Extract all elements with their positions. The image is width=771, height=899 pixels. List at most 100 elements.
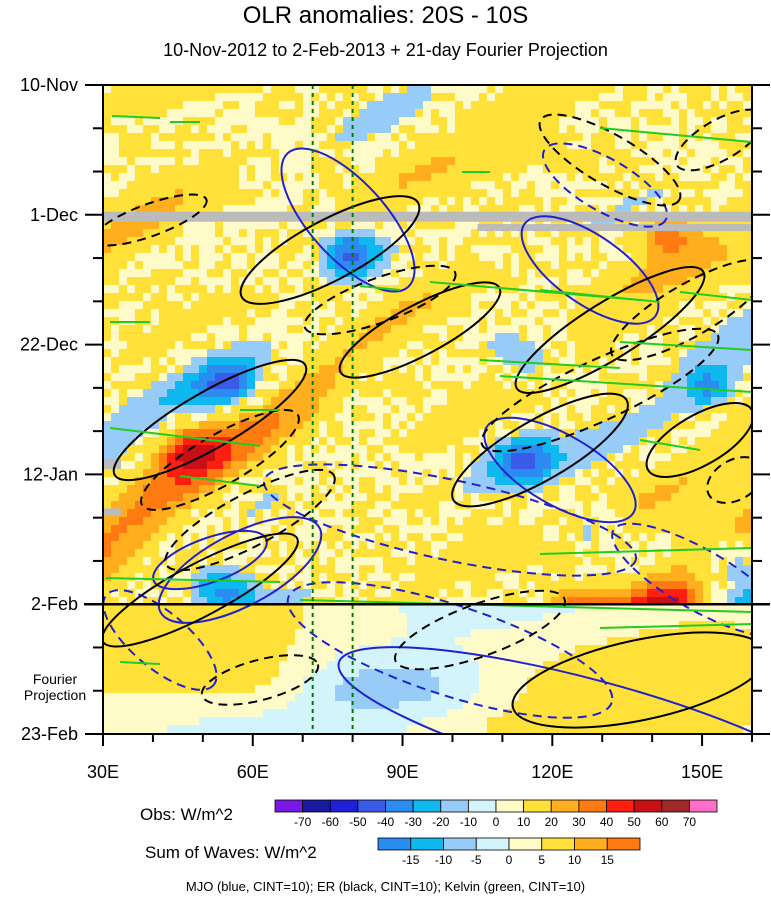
obs-colorbar-swatch <box>385 799 414 813</box>
er-contour <box>239 195 421 305</box>
obs-colorbar-swatch <box>274 799 304 813</box>
obs-colorbar-swatch <box>412 799 442 813</box>
obs-colorbar-swatch <box>357 799 386 813</box>
er-contour <box>112 358 308 482</box>
waves-colorbar-tick: -10 <box>435 853 453 867</box>
y-tick-label: 22-Dec <box>20 335 78 355</box>
kelvin-contour <box>479 359 621 369</box>
obs-colorbar-tick: 30 <box>572 815 586 829</box>
er-contour <box>674 108 752 172</box>
obs-colorbar-tick: 70 <box>683 815 697 829</box>
x-tick-label: 120E <box>531 762 573 782</box>
obs-colorbar-swatch <box>606 799 635 813</box>
mjo-contour <box>103 589 218 691</box>
contour-legend: MJO (blue, CINT=10); ER (black, CINT=10)… <box>185 879 586 894</box>
waves-colorbar-tick: 5 <box>538 853 545 867</box>
kelvin-contour <box>679 291 752 301</box>
x-tick-label: 150E <box>681 762 723 782</box>
obs-colorbar-tick: 0 <box>493 815 500 829</box>
obs-colorbar-tick: 40 <box>600 815 614 829</box>
plot-border <box>102 84 753 735</box>
wave-contours <box>103 85 752 734</box>
obs-colorbar-tick: -30 <box>404 815 422 829</box>
mjo-contour <box>280 147 416 293</box>
er-contour <box>480 327 720 453</box>
y-tick-label: 12-Jan <box>23 464 78 484</box>
obs-colorbar-tick: 60 <box>655 815 669 829</box>
waves-colorbar-tick: -5 <box>471 853 482 867</box>
waves-colorbar-tick: 0 <box>506 853 513 867</box>
y-tick-label: 1-Dec <box>30 205 78 225</box>
waves-colorbar-tick: 10 <box>568 853 582 867</box>
obs-colorbar-tick: 20 <box>545 815 559 829</box>
kelvin-contour <box>639 439 701 451</box>
obs-colorbar-swatch <box>550 799 580 813</box>
kelvin-contour <box>179 475 261 487</box>
projection-label: Fourier Projection <box>23 671 87 703</box>
obs-colorbar-tick: -10 <box>460 815 478 829</box>
waves-colorbar-label: Sum of Waves: W/m^2 <box>145 843 317 862</box>
plot-frame: 10-Nov 1-Dec 22-Dec 12-Jan 2-Feb 23-Feb 30E 60E… <box>20 75 770 782</box>
obs-colorbar-swatch <box>495 799 525 813</box>
chart-subtitle: 10-Nov-2012 to 2-Feb-2013 + 21-day Fouri… <box>163 40 608 60</box>
kelvin-contour <box>119 661 161 665</box>
obs-colorbar-tick: -70 <box>294 815 312 829</box>
waves-colorbar-swatch <box>475 837 510 851</box>
chart-title: OLR anomalies: 20S - 10S <box>242 2 529 29</box>
kelvin-contour <box>109 427 261 447</box>
obs-colorbar-tick: -60 <box>322 815 340 829</box>
obs-colorbar-swatch <box>523 799 552 813</box>
kelvin-contour <box>499 375 752 393</box>
waves-colorbar-swatch <box>574 837 608 851</box>
mjo-contour <box>542 142 668 228</box>
mjo-contour <box>157 516 323 624</box>
kelvin-contour <box>105 577 281 583</box>
kelvin-contour <box>599 623 752 629</box>
er-contour <box>103 532 299 648</box>
er-contour <box>393 589 567 671</box>
er-contour <box>511 631 752 729</box>
obs-colorbar-swatch <box>688 799 718 813</box>
obs-colorbar-tick: -20 <box>432 815 450 829</box>
x-tick-label: 30E <box>87 762 119 782</box>
mjo-contour <box>520 215 660 325</box>
y-tick-label: 10-Nov <box>20 75 78 95</box>
er-contour <box>451 392 629 508</box>
obs-colorbar-swatch <box>440 799 469 813</box>
kelvin-contour <box>359 285 401 291</box>
er-contour <box>164 468 336 572</box>
mjo-contour <box>262 463 638 577</box>
obs-colorbar-tick: -40 <box>377 815 395 829</box>
mjo-contour <box>483 416 637 524</box>
obs-colorbar-swatch <box>633 799 663 813</box>
waves-colorbar-swatch <box>377 837 412 851</box>
kelvin-contour <box>539 547 752 555</box>
kelvin-contour <box>619 341 752 351</box>
obs-colorbar-swatch <box>661 799 690 813</box>
kelvin-contour <box>299 599 752 613</box>
er-contour <box>103 193 208 247</box>
waves-colorbar-swatch <box>410 837 444 851</box>
er-contour <box>200 654 320 706</box>
x-tick-label: 90E <box>387 762 419 782</box>
mjo-contour <box>611 522 752 638</box>
er-contour <box>514 266 706 394</box>
olr-anomaly-field <box>103 85 752 734</box>
waves-colorbar-swatch <box>443 837 477 851</box>
er-contour <box>538 113 682 207</box>
obs-colorbar-swatch <box>302 799 331 813</box>
obs-colorbar-swatch <box>467 799 497 813</box>
y-tick-label: 2-Feb <box>31 594 78 614</box>
waves-colorbar-swatch <box>541 837 575 851</box>
kelvin-contour <box>111 115 161 119</box>
waves-colorbar-swatch <box>606 837 641 851</box>
x-tick-label: 60E <box>237 762 269 782</box>
waves-colorbar-tick: 15 <box>601 853 615 867</box>
obs-colorbar-tick: 50 <box>627 815 641 829</box>
obs-colorbar-label: Obs: W/m^2 <box>140 805 233 824</box>
obs-colorbar-tick: 10 <box>517 815 531 829</box>
kelvin-contour <box>539 289 661 303</box>
y-tick-label: 23-Feb <box>21 724 78 744</box>
mjo-contour <box>286 581 614 719</box>
